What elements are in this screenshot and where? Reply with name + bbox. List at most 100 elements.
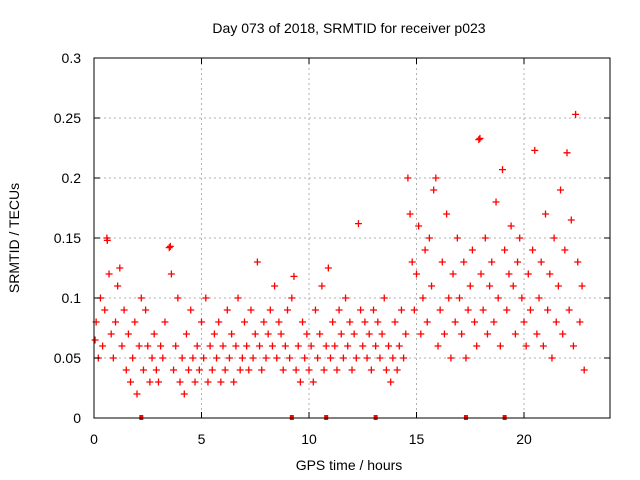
data-point xyxy=(290,272,298,280)
data-point xyxy=(436,306,444,314)
data-point xyxy=(337,330,345,338)
data-point xyxy=(520,318,528,326)
data-point xyxy=(561,246,569,254)
data-point xyxy=(167,270,175,278)
data-point xyxy=(490,318,498,326)
data-point xyxy=(236,366,244,374)
data-point xyxy=(307,342,315,350)
data-point xyxy=(546,270,554,278)
data-point xyxy=(178,354,186,362)
y-tick-label: 0.3 xyxy=(62,50,82,66)
data-point xyxy=(382,366,390,374)
data-point xyxy=(266,306,274,314)
data-point xyxy=(206,342,214,350)
data-point xyxy=(378,330,386,338)
data-point xyxy=(157,342,165,350)
data-point xyxy=(531,146,539,154)
data-point xyxy=(284,306,291,314)
data-point xyxy=(445,294,453,302)
data-point xyxy=(526,306,534,314)
data-point xyxy=(112,318,119,326)
data-point xyxy=(243,342,251,350)
data-point xyxy=(311,306,319,314)
data-point xyxy=(210,330,218,338)
data-point xyxy=(344,342,352,350)
data-point xyxy=(275,318,283,326)
data-point xyxy=(499,166,506,174)
y-tick-label: 0.25 xyxy=(54,110,81,126)
data-point xyxy=(488,258,496,266)
data-point xyxy=(430,186,438,194)
data-point xyxy=(273,354,281,362)
data-point xyxy=(144,342,152,350)
data-point xyxy=(241,318,248,326)
data-point xyxy=(501,246,509,254)
data-point xyxy=(213,354,221,362)
data-point xyxy=(299,318,307,326)
data-point xyxy=(393,366,401,374)
data-point xyxy=(524,270,532,278)
data-point xyxy=(191,378,199,386)
data-point xyxy=(464,306,472,314)
data-point xyxy=(182,330,190,338)
data-point xyxy=(522,342,530,350)
data-point xyxy=(124,330,132,338)
data-point xyxy=(415,222,423,230)
data-point xyxy=(449,270,457,278)
data-point xyxy=(511,330,519,338)
y-tick-label: 0.15 xyxy=(54,230,81,246)
data-point xyxy=(277,330,285,338)
data-point xyxy=(440,330,448,338)
x-tick-label: 0 xyxy=(90,431,98,447)
data-point xyxy=(406,210,414,218)
data-point xyxy=(232,342,240,350)
data-point xyxy=(404,174,412,182)
y-tick-label: 0.2 xyxy=(62,170,82,186)
data-point xyxy=(303,330,311,338)
data-point xyxy=(476,134,484,142)
data-point xyxy=(574,258,582,266)
data-point xyxy=(148,354,156,362)
data-point xyxy=(142,306,150,314)
data-point xyxy=(314,354,322,362)
data-point xyxy=(249,354,257,362)
data-point xyxy=(447,354,455,362)
data-point xyxy=(544,306,552,314)
data-point xyxy=(374,318,382,326)
data-point xyxy=(443,210,451,218)
data-point xyxy=(286,354,294,362)
data-point xyxy=(346,318,354,326)
data-point xyxy=(559,330,567,338)
data-point xyxy=(217,378,225,386)
data-point xyxy=(481,234,489,242)
y-axis-tick-labels: 0 0.05 0.1 0.15 0.2 0.25 0.3 xyxy=(54,50,81,426)
data-point xyxy=(105,270,113,278)
data-point xyxy=(309,378,317,386)
data-point xyxy=(185,366,193,374)
data-point xyxy=(253,258,261,266)
data-point xyxy=(518,294,526,302)
data-point xyxy=(342,294,350,302)
data-point xyxy=(557,186,565,194)
data-point xyxy=(161,318,169,326)
data-point xyxy=(350,330,358,338)
data-point xyxy=(230,378,238,386)
x-axis-tick-labels: 0 5 10 15 20 xyxy=(90,431,532,447)
data-point xyxy=(479,306,487,314)
data-point xyxy=(166,242,174,250)
data-point xyxy=(318,282,326,290)
data-point xyxy=(139,366,147,374)
chart-title: Day 073 of 2018, SRMTID for receiver p02… xyxy=(212,20,485,36)
data-point xyxy=(109,354,117,362)
x-tick-label: 10 xyxy=(301,431,317,447)
data-point xyxy=(258,366,266,374)
data-point xyxy=(483,330,491,338)
data-point xyxy=(120,306,128,314)
data-point xyxy=(372,342,380,350)
data-point xyxy=(174,294,182,302)
y-tick-label: 0.1 xyxy=(62,290,82,306)
data-point xyxy=(101,306,109,314)
y-tick-label: 0 xyxy=(73,410,81,426)
data-point xyxy=(567,216,575,224)
data-point xyxy=(159,354,167,362)
